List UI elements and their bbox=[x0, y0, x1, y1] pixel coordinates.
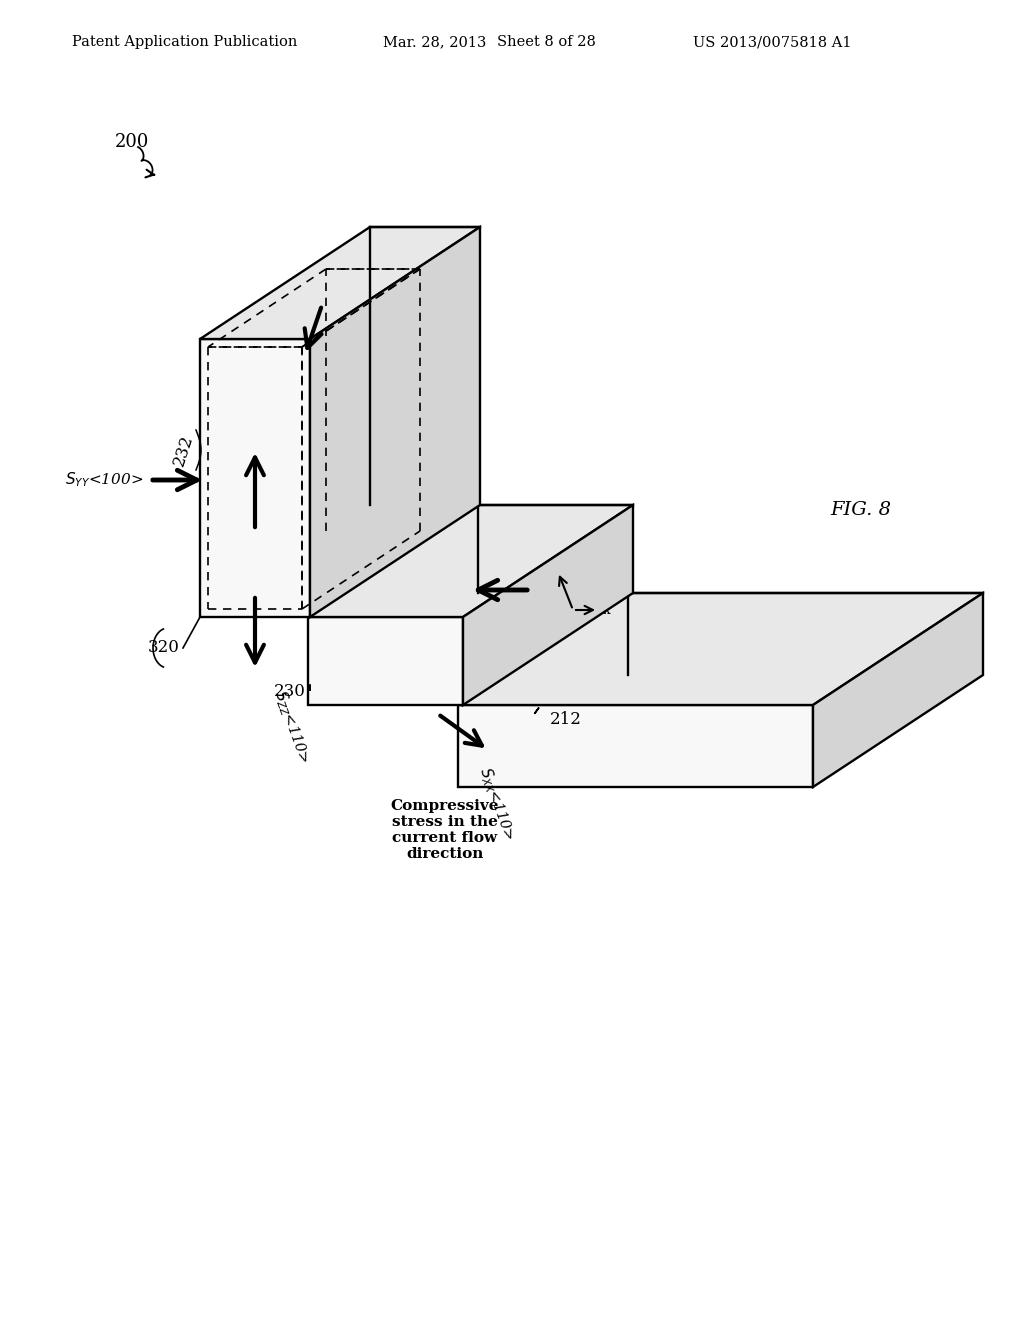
Text: $S_{XX}$<110>: $S_{XX}$<110> bbox=[475, 766, 519, 843]
Polygon shape bbox=[458, 593, 983, 705]
Polygon shape bbox=[200, 227, 480, 339]
Polygon shape bbox=[200, 339, 310, 616]
Polygon shape bbox=[458, 705, 813, 787]
Polygon shape bbox=[308, 506, 633, 616]
Text: 230: 230 bbox=[274, 684, 306, 701]
Text: 212: 212 bbox=[550, 711, 582, 729]
Polygon shape bbox=[813, 593, 983, 787]
Text: Patent Application Publication: Patent Application Publication bbox=[72, 36, 297, 49]
Text: 232: 232 bbox=[170, 432, 196, 467]
Polygon shape bbox=[463, 506, 633, 705]
Polygon shape bbox=[310, 227, 480, 616]
Text: 236: 236 bbox=[338, 275, 370, 302]
Text: $S_{ZZ}$<110>: $S_{ZZ}$<110> bbox=[270, 688, 313, 767]
Text: Compressive
stress in the
current flow
direction: Compressive stress in the current flow d… bbox=[391, 799, 500, 862]
Text: FIG. 8: FIG. 8 bbox=[830, 502, 891, 519]
Text: Mar. 28, 2013: Mar. 28, 2013 bbox=[383, 36, 486, 49]
Text: 320: 320 bbox=[148, 639, 180, 656]
Text: US 2013/0075818 A1: US 2013/0075818 A1 bbox=[693, 36, 852, 49]
Text: $S_{YY}$<100>: $S_{YY}$<100> bbox=[65, 471, 143, 490]
Text: 200: 200 bbox=[115, 133, 150, 150]
Text: z: z bbox=[552, 558, 559, 572]
Polygon shape bbox=[308, 616, 463, 705]
Text: x: x bbox=[603, 603, 611, 616]
Text: Sheet 8 of 28: Sheet 8 of 28 bbox=[497, 36, 596, 49]
